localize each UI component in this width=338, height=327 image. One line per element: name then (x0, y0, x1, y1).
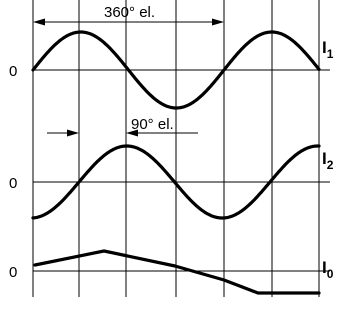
signal-i0-waveform (33, 249, 321, 295)
signal-label-i0-subscript: 0 (327, 267, 334, 281)
zero-label-i0: 0 (9, 264, 17, 281)
phase-shift-label: 90° el. (131, 116, 174, 133)
period-arrow-right (212, 18, 224, 26)
signal-label-i0: I0 (322, 258, 334, 281)
zero-label-i2: 0 (9, 175, 17, 192)
period-label: 360° el. (104, 4, 155, 21)
signal-label-i1: I1 (322, 38, 334, 61)
phase-shift-arrow-left (67, 129, 79, 137)
signal-label-i2: I2 (322, 149, 334, 172)
period-arrow-left (33, 18, 45, 26)
zero-label-i1: 0 (9, 63, 17, 80)
signal-label-i1-subscript: 1 (327, 47, 334, 61)
signal-i2-waveform (31, 144, 321, 220)
signal-label-i1-name: I (322, 38, 327, 57)
signal-label-i2-subscript: 2 (327, 158, 334, 172)
signal-label-i2-name: I (322, 149, 327, 168)
phase-shift-arrow-right (126, 129, 138, 137)
signal-label-i0-name: I (322, 258, 327, 277)
period-dimension: 360° el. (33, 4, 224, 26)
grid-vertical-lines (32, 0, 320, 297)
phase-shift-dimension: 90° el. (47, 116, 198, 137)
signal-i1-waveform (31, 30, 321, 110)
